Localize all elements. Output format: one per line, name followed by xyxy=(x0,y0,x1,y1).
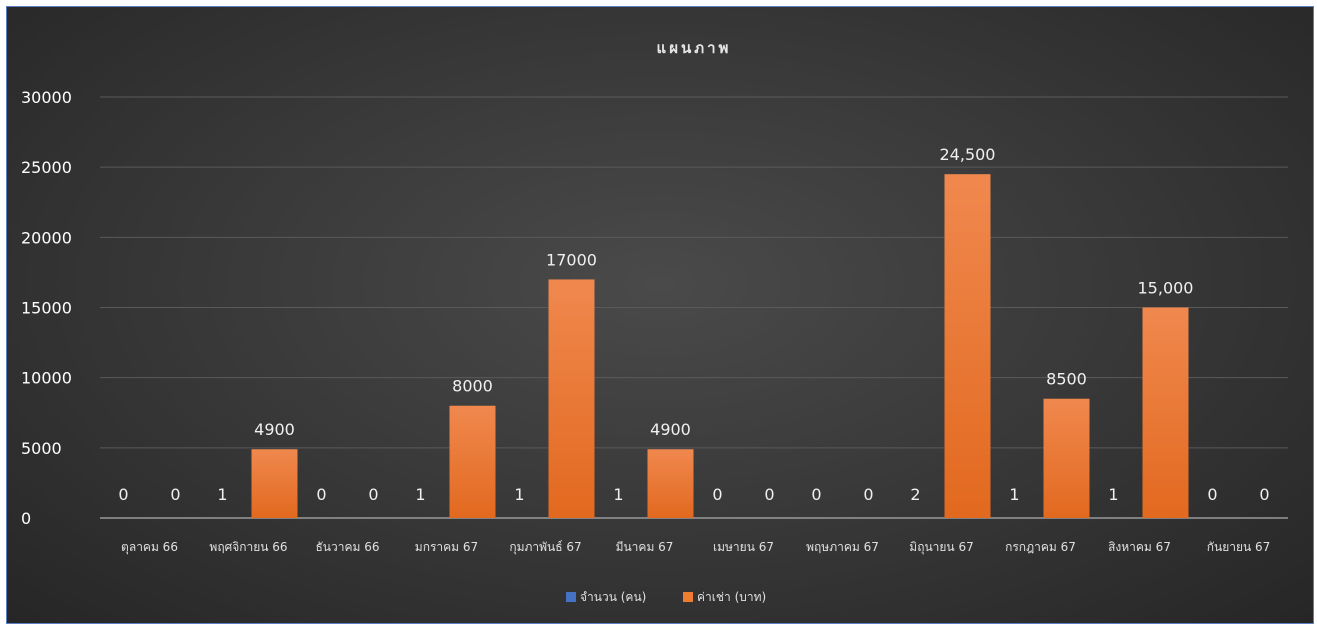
data-label: 0 xyxy=(1207,485,1217,504)
y-tick-label: 5000 xyxy=(21,439,62,458)
x-tick-label: ตุลาคม 66 xyxy=(121,540,178,555)
data-label: 8500 xyxy=(1046,370,1087,389)
y-tick-label: 25000 xyxy=(21,158,72,177)
data-label: 17000 xyxy=(546,250,597,269)
bar-rent xyxy=(647,449,694,518)
y-tick-label: 30000 xyxy=(21,88,72,107)
data-label: 0 xyxy=(1259,485,1269,504)
x-tick-label: มีนาคม 67 xyxy=(616,540,674,554)
bar-rent xyxy=(1043,398,1090,518)
x-tick-label: กุมภาพันธ์ 67 xyxy=(509,540,581,555)
data-label: 0 xyxy=(170,485,180,504)
data-label: 4900 xyxy=(650,420,691,439)
data-label: 2 xyxy=(910,485,920,504)
x-tick-label: สิงหาคม 67 xyxy=(1108,540,1171,554)
data-label: 0 xyxy=(316,485,326,504)
bar-rent xyxy=(1142,307,1189,518)
data-labels: 0 0 1 4900 0 0 1 8000 1 17000 1 4900 0 0 0 0 2 24,500 1 850… xyxy=(118,145,1269,504)
x-axis-ticks: ตุลาคม 66 พฤศจิกายน 66 ธันวาคม 66 มกราคม 67… xyxy=(121,540,1270,555)
x-tick-label: กรกฎาคม 67 xyxy=(1005,540,1076,554)
data-label: 1 xyxy=(613,485,623,504)
legend: จำนวน (คน) ค่าเช่า (บาท) xyxy=(566,590,766,604)
x-tick-label: ธันวาคม 66 xyxy=(315,540,379,554)
data-label: 0 xyxy=(764,485,774,504)
data-label: 1 xyxy=(217,485,227,504)
data-label: 15,000 xyxy=(1138,279,1194,298)
data-label: 0 xyxy=(863,485,873,504)
legend-swatch xyxy=(683,592,693,602)
y-tick-label: 15000 xyxy=(21,299,72,318)
y-tick-label: 0 xyxy=(21,509,31,528)
bars xyxy=(199,174,1189,518)
bar-rent xyxy=(251,449,298,518)
data-label: 0 xyxy=(712,485,722,504)
data-label: 1 xyxy=(415,485,425,504)
y-tick-label: 10000 xyxy=(21,369,72,388)
x-tick-label: มกราคม 67 xyxy=(415,540,478,554)
data-label: 24,500 xyxy=(940,145,996,164)
bar-rent xyxy=(548,279,595,518)
legend-label: ค่าเช่า (บาท) xyxy=(697,590,766,604)
x-tick-label: พฤษภาคม 67 xyxy=(806,540,879,554)
bar-rent xyxy=(944,174,991,518)
data-label: 1 xyxy=(1108,485,1118,504)
y-axis-ticks: 0 5000 10000 15000 20000 25000 30000 xyxy=(21,88,72,528)
data-label: 0 xyxy=(811,485,821,504)
data-label: 8000 xyxy=(452,377,493,396)
legend-label: จำนวน (คน) xyxy=(580,590,646,604)
bar-rent xyxy=(449,405,496,518)
y-tick-label: 20000 xyxy=(21,228,72,247)
data-label: 0 xyxy=(368,485,378,504)
x-tick-label: มิถุนายน 67 xyxy=(909,540,973,555)
x-tick-label: พฤศจิกายน 66 xyxy=(209,540,287,554)
data-label: 4900 xyxy=(254,420,295,439)
legend-swatch xyxy=(566,592,576,602)
data-label: 0 xyxy=(118,485,128,504)
gridlines xyxy=(100,96,1288,519)
data-label: 1 xyxy=(514,485,524,504)
x-tick-label: เมษายน 67 xyxy=(713,540,774,554)
data-label: 1 xyxy=(1009,485,1019,504)
x-tick-label: กันยายน 67 xyxy=(1207,540,1271,554)
chart-title: แผนภาพ xyxy=(657,39,732,57)
